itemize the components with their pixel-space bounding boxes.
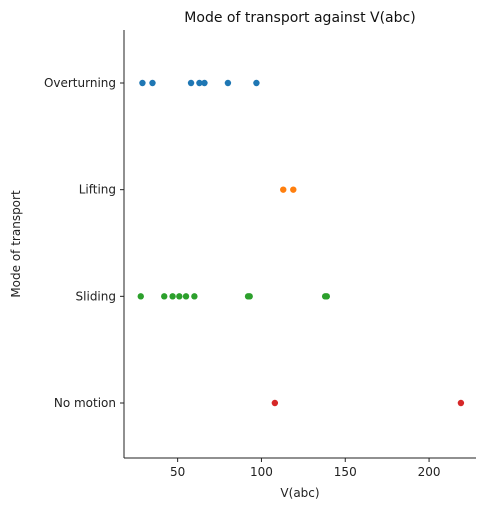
data-point bbox=[182, 293, 190, 300]
data-point bbox=[176, 293, 183, 300]
y-tick-label: Lifting bbox=[79, 183, 116, 197]
data-point bbox=[196, 79, 203, 87]
chart-title: Mode of transport against V(abc) bbox=[184, 10, 415, 26]
x-ticks: 50 100 150 200 bbox=[170, 458, 441, 479]
data-point bbox=[191, 293, 198, 300]
x-tick-label: 200 bbox=[418, 465, 441, 479]
data-point bbox=[187, 79, 195, 87]
data-point bbox=[224, 79, 232, 87]
data-point bbox=[271, 399, 279, 407]
data-points bbox=[137, 79, 465, 407]
data-point bbox=[290, 186, 297, 193]
y-axis-title: Mode of transport bbox=[9, 190, 23, 298]
x-tick-label: 50 bbox=[170, 465, 185, 479]
x-tick-label: 150 bbox=[334, 465, 357, 479]
plot-area: Overturning Lifting Sliding No motion 50 100… bbox=[44, 30, 476, 479]
x-axis-title: V(abc) bbox=[280, 486, 319, 500]
data-point bbox=[280, 186, 287, 193]
x-tick-label: 100 bbox=[250, 465, 273, 479]
y-tick-label: No motion bbox=[54, 396, 116, 410]
data-point bbox=[323, 293, 331, 300]
data-point bbox=[139, 79, 146, 87]
y-ticks: Overturning Lifting Sliding No motion bbox=[44, 76, 124, 410]
data-point bbox=[246, 293, 253, 300]
data-point bbox=[161, 293, 168, 300]
data-point bbox=[253, 79, 260, 87]
data-point bbox=[169, 293, 176, 300]
y-tick-label: Overturning bbox=[44, 76, 116, 90]
data-point bbox=[201, 79, 208, 87]
data-point bbox=[457, 399, 465, 407]
y-tick-label: Sliding bbox=[76, 289, 116, 303]
data-point bbox=[149, 79, 156, 87]
data-point bbox=[137, 293, 144, 300]
